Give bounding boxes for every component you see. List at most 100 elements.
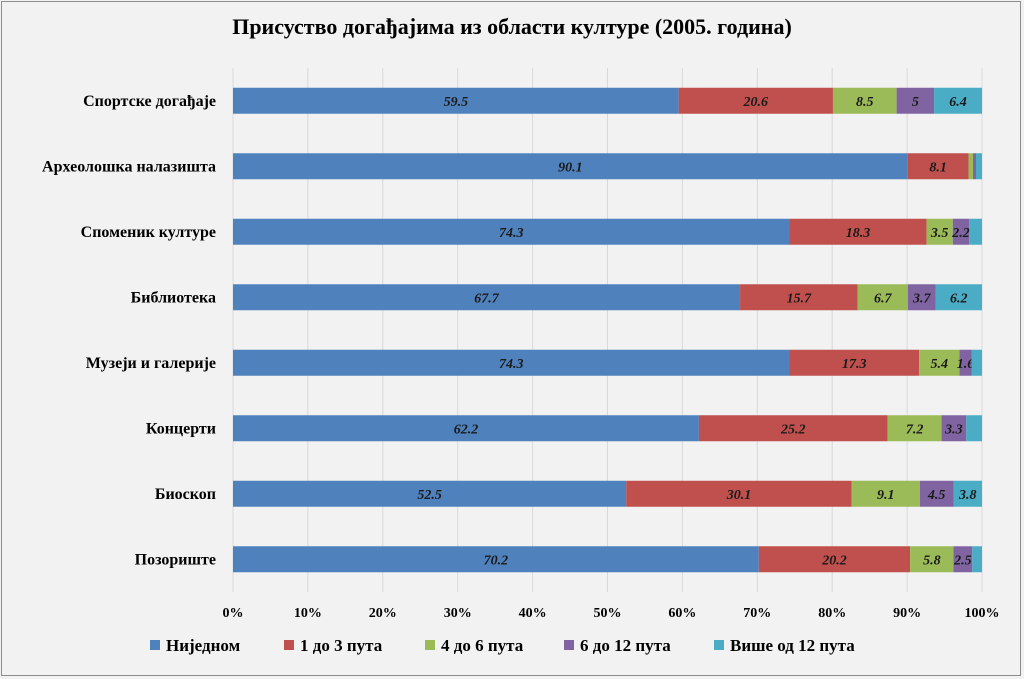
bar-segment — [233, 546, 759, 573]
bar-segment — [959, 349, 972, 376]
data-label: 70.2 — [484, 553, 509, 568]
bar-segment — [887, 415, 942, 442]
x-tick-label: 80% — [818, 606, 846, 621]
category-label: Библиотека — [131, 289, 216, 306]
data-label: 5.4 — [931, 357, 949, 372]
bar-segment — [907, 284, 936, 311]
legend-entry: Више од 12 пута — [730, 636, 855, 655]
bar-segment — [907, 153, 969, 180]
data-label: 20.6 — [743, 95, 769, 110]
bar-segment — [233, 87, 679, 114]
category-label: Концерти — [146, 420, 216, 437]
bar-segment — [789, 218, 927, 245]
data-label: 3.7 — [912, 291, 932, 306]
bar-segment — [233, 349, 790, 376]
bar-segment — [233, 284, 741, 311]
data-label: 9.1 — [877, 488, 895, 503]
bar-segment — [973, 153, 977, 180]
data-label: 17.3 — [842, 357, 867, 372]
category-label: Музеји и галерије — [86, 355, 216, 372]
data-label: 18.3 — [846, 226, 871, 241]
data-label: 74.3 — [499, 357, 524, 372]
bar-segment — [953, 480, 982, 507]
data-label: 3.3 — [944, 422, 963, 437]
bar-segment — [740, 284, 858, 311]
data-label: 3.5 — [930, 226, 949, 241]
data-label: 6.4 — [949, 95, 967, 110]
data-label: 90.1 — [558, 160, 583, 175]
bar-segment — [832, 87, 897, 114]
data-label: 52.5 — [417, 488, 442, 503]
x-tick-label: 30% — [444, 606, 472, 621]
bar-segment — [698, 415, 888, 442]
data-label: 6.2 — [950, 291, 968, 306]
legend-swatch — [284, 640, 294, 650]
bar-segment — [966, 415, 982, 442]
bar-segment — [919, 349, 960, 376]
bar-segment — [233, 218, 790, 245]
bar-segment — [851, 480, 920, 507]
x-tick-label: 100% — [965, 606, 1000, 621]
bar-segment — [953, 546, 973, 573]
data-label: 20.2 — [821, 553, 847, 568]
data-label: 8.1 — [929, 160, 947, 175]
bar-segment — [952, 218, 970, 245]
data-label: 62.2 — [454, 422, 479, 437]
category-label: Спортске догађаје — [83, 93, 216, 110]
data-label: 7.2 — [906, 422, 924, 437]
bar-segment — [233, 480, 627, 507]
bar-segment — [857, 284, 908, 311]
bar-segment — [896, 87, 935, 114]
legend-entry: 4 до 6 пута — [441, 636, 524, 655]
bar-segment — [941, 415, 967, 442]
bar-segment — [972, 546, 982, 573]
legend-swatch — [425, 640, 435, 650]
category-label: Археолошка налазишта — [42, 158, 216, 175]
bar-segment — [789, 349, 920, 376]
x-tick-label: 10% — [294, 606, 322, 621]
data-label: 2.2 — [951, 226, 970, 241]
category-label: Споменик културе — [81, 224, 216, 241]
data-label: 2.5 — [953, 553, 972, 568]
bar-segment — [934, 87, 982, 114]
bar-segment — [910, 546, 954, 573]
data-label: 59.5 — [444, 95, 469, 110]
legend-entry: 1 до 3 пута — [300, 636, 383, 655]
data-label: 6.7 — [874, 291, 893, 306]
legend-swatch — [564, 640, 574, 650]
chart-title: Присуство догађајима из области културе … — [232, 14, 792, 39]
x-tick-label: 50% — [594, 606, 622, 621]
legend-swatch — [150, 640, 160, 650]
legend-entry: Ниједном — [166, 636, 241, 655]
bar-segment — [976, 153, 982, 180]
bar-segment — [758, 546, 911, 573]
data-label: 30.1 — [726, 488, 752, 503]
data-label: 5 — [912, 95, 919, 110]
category-label: Позориште — [135, 551, 216, 568]
bar-segment — [926, 218, 953, 245]
bar-segment — [233, 415, 699, 442]
x-tick-label: 70% — [743, 606, 771, 621]
bar-segment — [233, 153, 908, 180]
legend-swatch — [714, 640, 724, 650]
category-label: Биоскоп — [155, 486, 216, 503]
legend-entry: 6 до 12 пута — [580, 636, 671, 655]
data-label: 4.5 — [927, 488, 946, 503]
x-tick-label: 0% — [223, 606, 244, 621]
bar-segment — [971, 349, 982, 376]
data-label: 15.7 — [787, 291, 813, 306]
x-tick-label: 20% — [369, 606, 397, 621]
bar-segment — [969, 218, 982, 245]
data-label: 3.8 — [958, 488, 977, 503]
data-label: 74.3 — [499, 226, 524, 241]
x-tick-label: 60% — [668, 606, 696, 621]
data-label: 1.6 — [957, 357, 975, 372]
x-tick-label: 40% — [519, 606, 547, 621]
bar-segment — [968, 153, 974, 180]
bar-segment — [626, 480, 852, 507]
bar-segment — [678, 87, 833, 114]
data-label: 25.2 — [780, 422, 806, 437]
bar-segment — [935, 284, 982, 311]
data-label: 5.8 — [923, 553, 941, 568]
